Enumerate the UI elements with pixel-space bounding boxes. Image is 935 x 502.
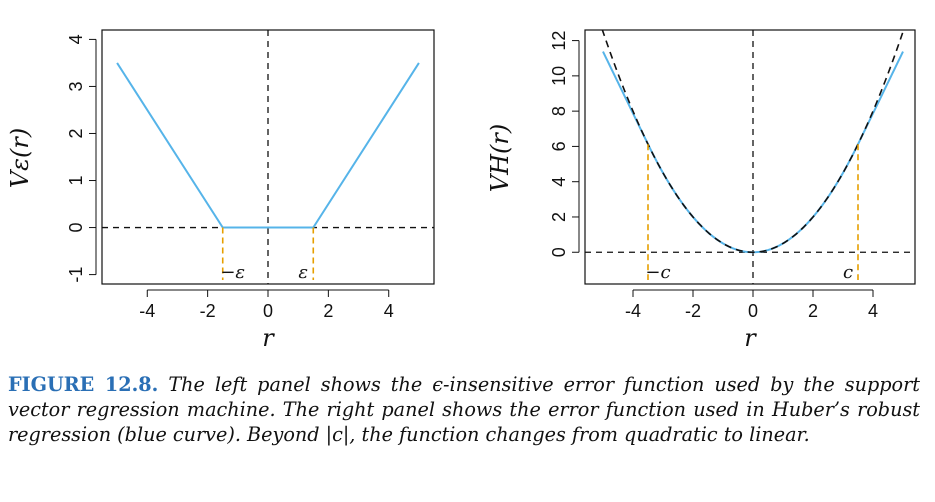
left-x-tick-label: -2 — [200, 301, 216, 321]
left-annotation-minus-epsilon: −ε — [220, 262, 245, 283]
figure-label: FIGURE 12.8. — [8, 373, 159, 396]
right-y-tick-label: 2 — [549, 212, 569, 222]
right-y-tick-label: 8 — [549, 106, 569, 116]
right-plot-frame — [584, 29, 916, 285]
left-x-tick-label: 0 — [263, 301, 273, 321]
right-x-tick-label: -2 — [685, 301, 701, 321]
figure-caption: FIGURE 12.8. The left panel shows the ϵ-… — [8, 372, 920, 447]
left-x-tick-label: 4 — [384, 301, 394, 321]
left-panel: -4 -2 0 2 4 -1 0 1 2 3 4 r Vε(r) −ε ε — [6, 29, 435, 352]
right-x-axis-title: r — [744, 324, 757, 352]
right-x-axis: -4 -2 0 2 4 — [625, 289, 878, 321]
left-y-tick-label: 2 — [66, 128, 86, 138]
right-y-tick-label: 0 — [549, 247, 569, 257]
right-plot-area — [585, 30, 915, 284]
right-x-tick-label: 2 — [808, 301, 818, 321]
right-y-axis-title: VH(r) — [486, 124, 514, 192]
left-y-tick-label: -1 — [66, 267, 86, 283]
left-y-tick-label: 4 — [66, 34, 86, 44]
left-plot-area — [102, 30, 434, 284]
left-y-tick-label: 0 — [66, 223, 86, 233]
left-y-axis-title: Vε(r) — [6, 128, 34, 188]
right-y-tick-label: 12 — [549, 31, 569, 51]
right-annotation-minus-c: −c — [645, 262, 670, 283]
left-x-tick-label: 2 — [323, 301, 333, 321]
figure-caption-text: The left panel shows the ϵ-insensitive e… — [8, 373, 920, 446]
right-annotation-c: c — [843, 262, 853, 283]
left-loss-curve — [116, 62, 420, 229]
right-quadratic-dashed-curve — [601, 30, 905, 254]
right-x-tick-label: 4 — [868, 301, 878, 321]
right-y-tick-label: 4 — [549, 177, 569, 187]
left-x-tick-label: -4 — [139, 301, 155, 321]
left-y-axis: -1 0 1 2 3 4 — [66, 34, 97, 283]
right-x-tick-label: 0 — [748, 301, 758, 321]
right-x-tick-label: -4 — [625, 301, 641, 321]
right-y-tick-label: 10 — [549, 66, 569, 86]
left-y-tick-label: 1 — [66, 176, 86, 186]
right-y-axis: 0 2 4 6 8 10 12 — [549, 31, 580, 257]
left-x-axis: -4 -2 0 2 4 — [139, 289, 394, 321]
left-x-axis-title: r — [262, 324, 275, 352]
right-panel: -4 -2 0 2 4 0 2 4 6 8 10 12 r VH(r) −c c — [486, 29, 916, 352]
left-annotation-epsilon: ε — [298, 262, 308, 283]
right-y-tick-label: 6 — [549, 141, 569, 151]
left-y-tick-label: 3 — [66, 81, 86, 91]
